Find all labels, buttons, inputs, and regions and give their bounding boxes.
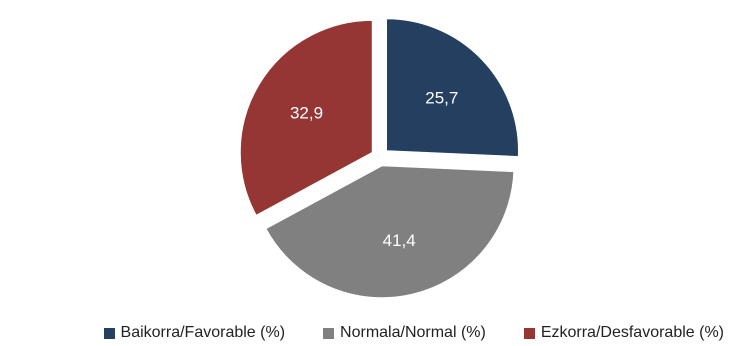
legend-item-normal: Normala/Normal (%) [323,324,486,342]
data-label-normal: 41,4 [383,231,416,250]
legend-label-unfavorable: Ezkorra/Desfavorable (%) [540,324,724,341]
legend-label-favorable: Baikorra/Favorable (%) [120,324,286,341]
legend-swatch-favorable [103,327,115,339]
data-label-favorable: 25,7 [425,88,458,107]
pie-slice-normal [265,165,515,299]
legend-label-normal: Normala/Normal (%) [340,324,486,341]
pie-slice-unfavorable [239,19,373,216]
legend-swatch-unfavorable [523,327,535,339]
legend-swatch-normal [323,327,335,339]
data-label-unfavorable: 32,9 [290,104,323,123]
legend: Baikorra/Favorable (%) Normala/Normal (%… [0,324,732,342]
legend-item-favorable: Baikorra/Favorable (%) [103,324,286,342]
legend-item-unfavorable: Ezkorra/Desfavorable (%) [523,324,724,342]
pie-slice-favorable [386,18,519,158]
